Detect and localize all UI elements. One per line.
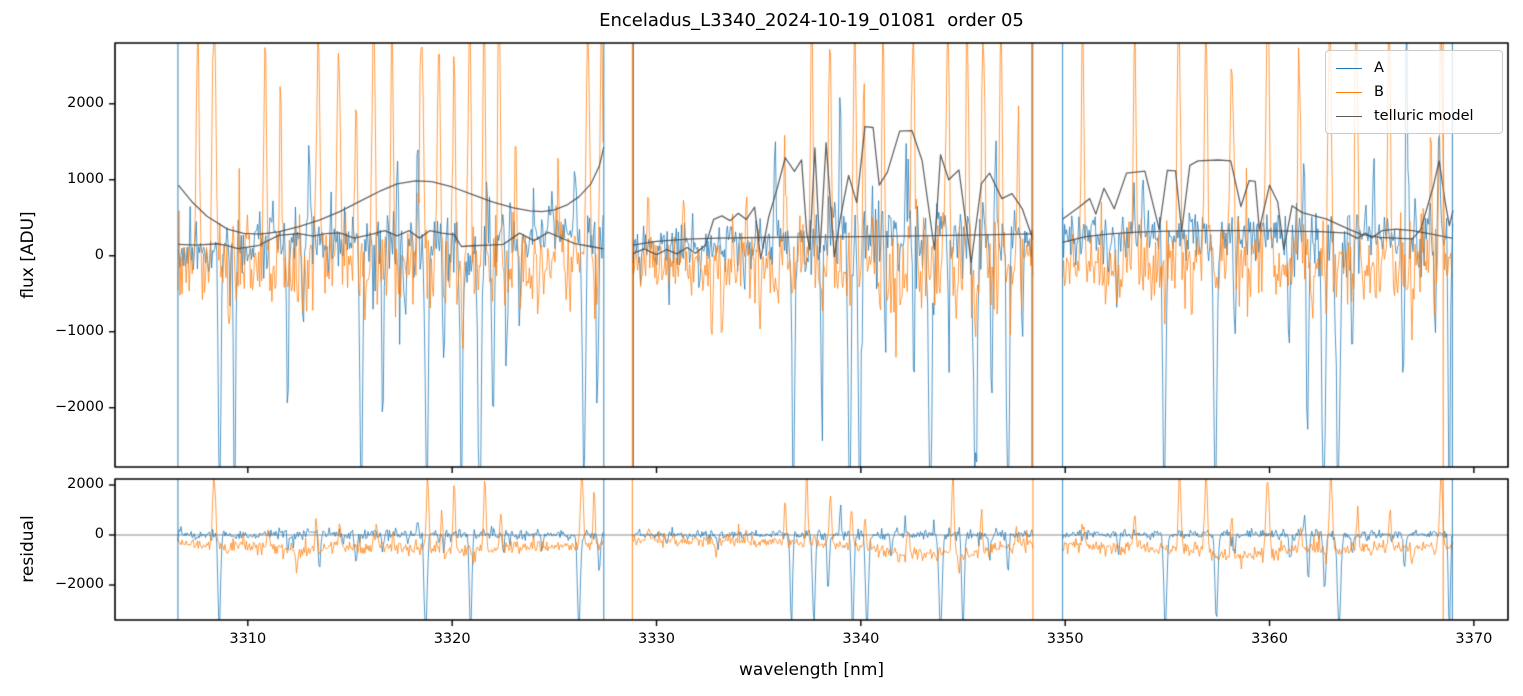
chart-title: Enceladus_L3340_2024-10-19_01081 order 0… bbox=[599, 10, 1024, 31]
legend-item-a: A bbox=[1336, 60, 1492, 76]
legend-label: telluric model bbox=[1374, 108, 1474, 124]
x-tick-label: 3360 bbox=[1251, 631, 1288, 647]
y-tick-label: 2000 bbox=[67, 476, 104, 492]
legend-item-telluric-model: telluric model bbox=[1336, 108, 1492, 124]
y-tick-label: −2000 bbox=[54, 576, 104, 592]
x-tick-label: 3350 bbox=[1046, 631, 1084, 647]
x-tick-label: 3310 bbox=[229, 631, 267, 647]
legend-line-swatch bbox=[1336, 67, 1362, 69]
x-tick-label: 3320 bbox=[433, 631, 471, 647]
legend-label: B bbox=[1374, 84, 1384, 100]
legend-item-b: B bbox=[1336, 84, 1492, 100]
legend-label: A bbox=[1374, 60, 1384, 76]
y-tick-label: 1000 bbox=[67, 170, 104, 187]
y-tick-label: 2000 bbox=[67, 94, 104, 111]
x-tick-label: 3340 bbox=[842, 631, 880, 647]
x-tick-label: 3370 bbox=[1455, 631, 1493, 647]
legend-line-swatch bbox=[1336, 115, 1362, 117]
x-axis-label: wavelength [nm] bbox=[738, 660, 885, 680]
legend-line-swatch bbox=[1336, 91, 1362, 93]
y-tick-label: 0 bbox=[94, 246, 104, 263]
y-tick-label: 0 bbox=[94, 526, 104, 542]
y-tick-label: −1000 bbox=[54, 322, 104, 339]
x-tick-label: 3330 bbox=[638, 631, 675, 647]
y-tick-label: −2000 bbox=[54, 398, 104, 415]
